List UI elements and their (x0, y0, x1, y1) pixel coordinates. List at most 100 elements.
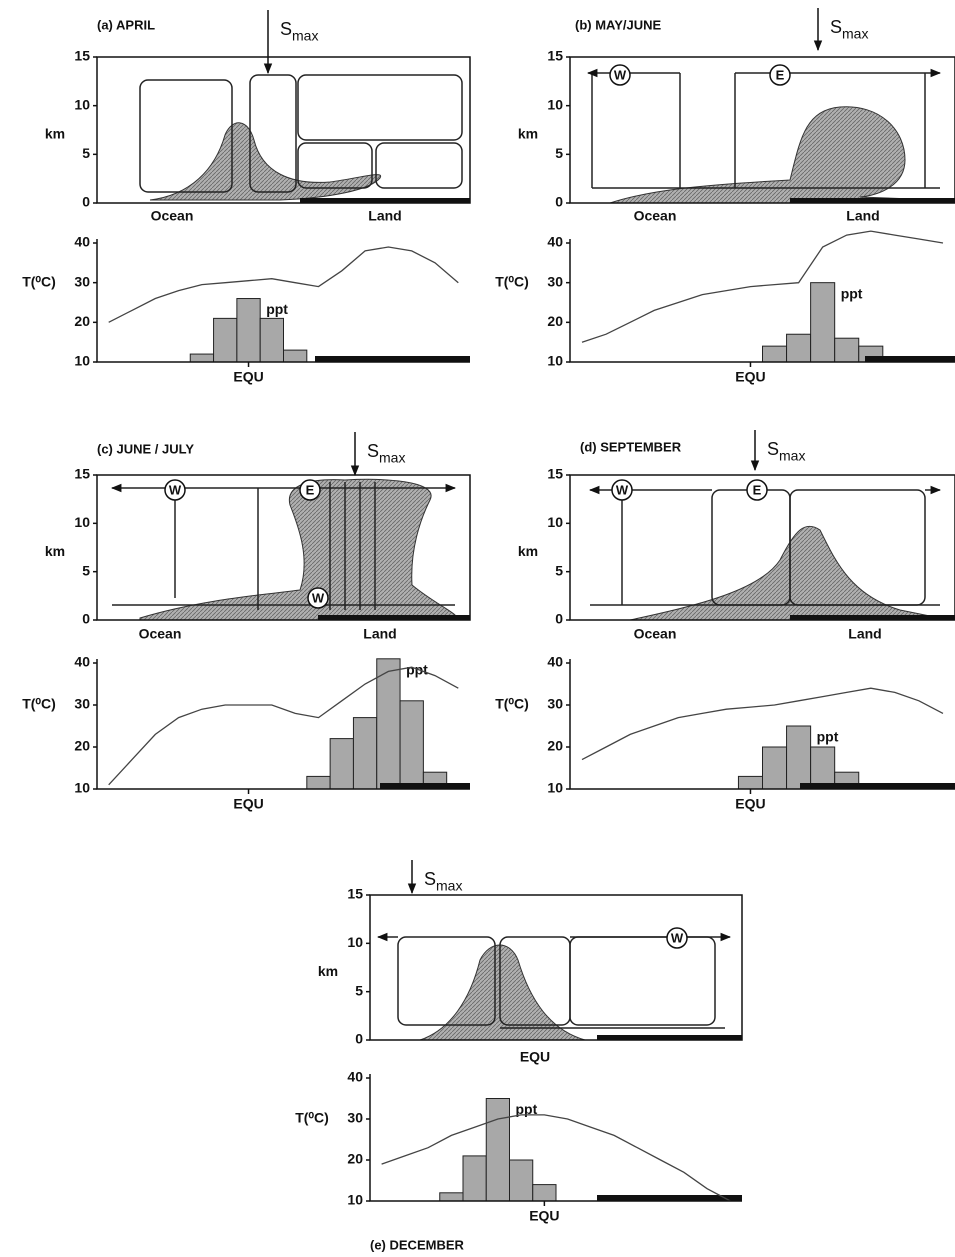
land-bar (315, 356, 470, 362)
temperature-line (582, 231, 943, 342)
circulation-cell (298, 75, 462, 140)
land-bar (790, 198, 955, 203)
ppt-bar (284, 350, 307, 362)
x-label: Land (846, 208, 879, 224)
y-tick-label: 10 (547, 353, 563, 369)
y-axis-label: T(⁰C) (295, 1110, 329, 1126)
y-tick-label: 30 (347, 1110, 363, 1126)
y-tick-label: 15 (74, 466, 90, 482)
y-tick-label: 30 (74, 273, 90, 289)
y-tick-label: 10 (74, 514, 90, 530)
y-tick-label: 40 (74, 654, 90, 670)
ppt-bar (510, 1160, 533, 1201)
y-tick-label: 5 (82, 562, 90, 578)
ppt-bar (353, 718, 376, 789)
x-tick-label: EQU (529, 1208, 559, 1224)
land-bar (300, 198, 470, 203)
y-axis-label: km (318, 963, 338, 979)
y-tick-label: 20 (547, 738, 563, 754)
x-label: EQU (520, 1049, 550, 1065)
ppt-bar (835, 338, 859, 362)
y-tick-label: 30 (547, 696, 563, 712)
smax-subscript: max (379, 450, 405, 466)
x-label: Ocean (634, 208, 677, 224)
smax-subscript: max (292, 28, 318, 44)
smax-subscript: max (436, 878, 462, 894)
x-tick-label: EQU (735, 796, 765, 812)
y-axis-label: T(⁰C) (22, 273, 56, 289)
y-tick-label: 30 (74, 696, 90, 712)
ppt-bar (440, 1193, 463, 1201)
land-bar (318, 615, 470, 620)
axes (570, 239, 955, 362)
smax-label: S (424, 869, 436, 889)
x-label: Land (848, 626, 881, 642)
ppt-bar (811, 747, 835, 789)
y-tick-label: 15 (547, 48, 563, 64)
y-tick-label: 10 (547, 96, 563, 112)
y-tick-label: 20 (74, 313, 90, 329)
panel-title: (e) DECEMBER (370, 1237, 465, 1252)
x-label: Ocean (139, 626, 182, 642)
y-tick-label: 20 (74, 738, 90, 754)
x-tick-label: EQU (735, 369, 765, 385)
figure: 0 5 10 15 km Ocean Land (a) APRIL Smax ppt 10 20 30 4… (0, 0, 955, 1257)
y-tick-label: 40 (347, 1069, 363, 1085)
x-tick-label: EQU (233, 796, 263, 812)
series-label: ppt (266, 301, 288, 317)
panel-title: (a) APRIL (97, 17, 155, 32)
ppt-bar (486, 1099, 509, 1202)
y-axis-label: km (45, 126, 65, 142)
ppt-bar (763, 747, 787, 789)
y-axis-label: T(⁰C) (495, 273, 529, 289)
y-tick-label: 10 (74, 96, 90, 112)
ppt-bar (787, 726, 811, 789)
smax-subscript: max (842, 26, 868, 42)
series-label: ppt (841, 285, 863, 301)
y-tick-label: 10 (74, 780, 90, 796)
y-axis-label: T(⁰C) (495, 696, 529, 712)
smax-label: S (830, 17, 842, 37)
ppt-bar (214, 318, 237, 362)
y-tick-label: 0 (82, 611, 90, 627)
land-bar (790, 615, 955, 620)
panel-title: (b) MAY/JUNE (575, 17, 662, 32)
ppt-bar (190, 354, 213, 362)
y-tick-label: 10 (347, 934, 363, 950)
y-axis-label: km (518, 543, 538, 559)
y-tick-label: 0 (555, 611, 563, 627)
y-tick-label: 20 (347, 1151, 363, 1167)
circle-label: W (312, 590, 325, 605)
cloud (140, 479, 455, 620)
y-tick-label: 40 (74, 234, 90, 250)
y-axis-label: T(⁰C) (22, 696, 56, 712)
ppt-bar (377, 659, 400, 789)
ppt-bar (237, 299, 260, 362)
x-tick-label: EQU (233, 369, 263, 385)
y-tick-label: 15 (74, 48, 90, 64)
y-axis-label: km (518, 126, 538, 142)
land-bar (800, 783, 955, 789)
series-label: ppt (817, 729, 839, 745)
ppt-bar (738, 776, 762, 789)
y-tick-label: 0 (355, 1031, 363, 1047)
land-bar (597, 1035, 742, 1040)
y-tick-label: 5 (555, 562, 563, 578)
y-tick-label: 5 (555, 145, 563, 161)
panel-title: (d) SEPTEMBER (580, 439, 682, 454)
circulation-cell (570, 937, 715, 1025)
land-bar (865, 356, 955, 362)
cloud (630, 526, 940, 620)
land-bar (380, 783, 470, 789)
ppt-bar (330, 739, 353, 789)
ppt-bar (763, 346, 787, 362)
ppt-bar (307, 776, 330, 789)
circle-label: W (614, 67, 627, 82)
ppt-bar (811, 283, 835, 362)
y-tick-label: 15 (347, 886, 363, 902)
plot-frame (370, 895, 742, 1040)
circle-label: W (616, 482, 629, 497)
x-label: Ocean (151, 208, 194, 224)
circle-label: E (753, 482, 762, 497)
x-label: Ocean (634, 626, 677, 642)
